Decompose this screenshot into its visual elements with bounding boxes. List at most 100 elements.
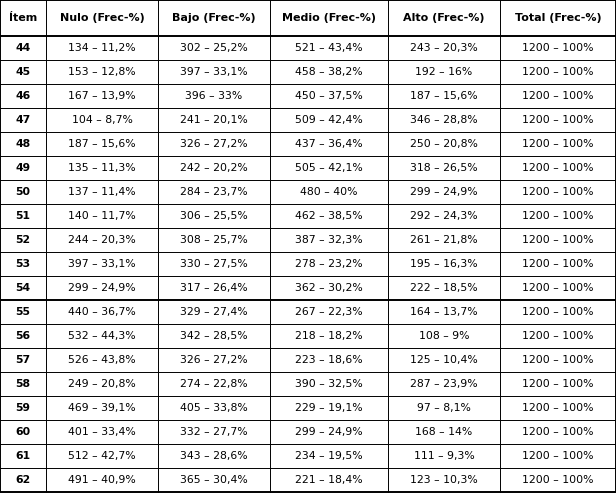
Text: 469 – 39,1%: 469 – 39,1% <box>68 403 136 413</box>
Text: 125 – 10,4%: 125 – 10,4% <box>410 355 478 365</box>
Text: 401 – 33,4%: 401 – 33,4% <box>68 427 136 437</box>
Text: 396 – 33%: 396 – 33% <box>185 91 243 101</box>
Text: 47: 47 <box>15 115 31 125</box>
Text: 480 – 40%: 480 – 40% <box>300 187 358 197</box>
Text: 450 – 37,5%: 450 – 37,5% <box>295 91 363 101</box>
Text: 1200 – 100%: 1200 – 100% <box>522 379 594 389</box>
Text: 45: 45 <box>15 67 31 77</box>
Text: 397 – 33,1%: 397 – 33,1% <box>180 67 248 77</box>
Text: 218 – 18,2%: 218 – 18,2% <box>295 331 363 341</box>
Text: 187 – 15,6%: 187 – 15,6% <box>68 139 136 149</box>
Text: 137 – 11,4%: 137 – 11,4% <box>68 187 136 197</box>
Text: 299 – 24,9%: 299 – 24,9% <box>295 427 363 437</box>
Text: 306 – 25,5%: 306 – 25,5% <box>180 211 248 221</box>
Text: 135 – 11,3%: 135 – 11,3% <box>68 163 136 173</box>
Text: 51: 51 <box>15 211 31 221</box>
Text: 326 – 27,2%: 326 – 27,2% <box>180 355 248 365</box>
Text: Medio (Frec-%): Medio (Frec-%) <box>282 13 376 23</box>
Text: 437 – 36,4%: 437 – 36,4% <box>295 139 363 149</box>
Text: 343 – 28,6%: 343 – 28,6% <box>180 451 248 461</box>
Text: 365 – 30,4%: 365 – 30,4% <box>180 475 248 485</box>
Text: 509 – 42,4%: 509 – 42,4% <box>295 115 363 125</box>
Text: 329 – 27,4%: 329 – 27,4% <box>180 307 248 317</box>
Text: 168 – 14%: 168 – 14% <box>415 427 472 437</box>
Text: 1200 – 100%: 1200 – 100% <box>522 259 594 269</box>
Text: 274 – 22,8%: 274 – 22,8% <box>180 379 248 389</box>
Text: 342 – 28,5%: 342 – 28,5% <box>180 331 248 341</box>
Text: 526 – 43,8%: 526 – 43,8% <box>68 355 136 365</box>
Text: 108 – 9%: 108 – 9% <box>419 331 469 341</box>
Text: 405 – 33,8%: 405 – 33,8% <box>180 403 248 413</box>
Text: 221 – 18,4%: 221 – 18,4% <box>295 475 363 485</box>
Text: 317 – 26,4%: 317 – 26,4% <box>180 283 248 293</box>
Text: 505 – 42,1%: 505 – 42,1% <box>295 163 363 173</box>
Text: 287 – 23,9%: 287 – 23,9% <box>410 379 478 389</box>
Text: 302 – 25,2%: 302 – 25,2% <box>180 43 248 53</box>
Text: 243 – 20,3%: 243 – 20,3% <box>410 43 478 53</box>
Text: 164 – 13,7%: 164 – 13,7% <box>410 307 478 317</box>
Text: 54: 54 <box>15 283 31 293</box>
Text: 134 – 11,2%: 134 – 11,2% <box>68 43 136 53</box>
Text: 50: 50 <box>15 187 31 197</box>
Text: 104 – 8,7%: 104 – 8,7% <box>71 115 132 125</box>
Text: 1200 – 100%: 1200 – 100% <box>522 43 594 53</box>
Text: 390 – 32,5%: 390 – 32,5% <box>295 379 363 389</box>
Text: 1200 – 100%: 1200 – 100% <box>522 283 594 293</box>
Text: 59: 59 <box>15 403 31 413</box>
Text: 267 – 22,3%: 267 – 22,3% <box>295 307 363 317</box>
Text: Ítem: Ítem <box>9 13 37 23</box>
Text: 397 – 33,1%: 397 – 33,1% <box>68 259 136 269</box>
Text: Alto (Frec-%): Alto (Frec-%) <box>403 13 485 23</box>
Text: 1200 – 100%: 1200 – 100% <box>522 451 594 461</box>
Text: 278 – 23,2%: 278 – 23,2% <box>295 259 363 269</box>
Text: 299 – 24,9%: 299 – 24,9% <box>410 187 478 197</box>
Text: 57: 57 <box>15 355 31 365</box>
Text: 332 – 27,7%: 332 – 27,7% <box>180 427 248 437</box>
Text: 1200 – 100%: 1200 – 100% <box>522 307 594 317</box>
Text: 1200 – 100%: 1200 – 100% <box>522 475 594 485</box>
Text: 195 – 16,3%: 195 – 16,3% <box>410 259 478 269</box>
Text: 46: 46 <box>15 91 31 101</box>
Text: 55: 55 <box>15 307 31 317</box>
Text: 308 – 25,7%: 308 – 25,7% <box>180 235 248 245</box>
Text: 242 – 20,2%: 242 – 20,2% <box>180 163 248 173</box>
Text: 491 – 40,9%: 491 – 40,9% <box>68 475 136 485</box>
Text: 318 – 26,5%: 318 – 26,5% <box>410 163 478 173</box>
Text: 241 – 20,1%: 241 – 20,1% <box>180 115 248 125</box>
Text: 49: 49 <box>15 163 31 173</box>
Text: 362 – 30,2%: 362 – 30,2% <box>295 283 363 293</box>
Text: 56: 56 <box>15 331 31 341</box>
Text: 249 – 20,8%: 249 – 20,8% <box>68 379 136 389</box>
Text: 223 – 18,6%: 223 – 18,6% <box>295 355 363 365</box>
Text: 52: 52 <box>15 235 31 245</box>
Text: 167 – 13,9%: 167 – 13,9% <box>68 91 136 101</box>
Text: 97 – 8,1%: 97 – 8,1% <box>417 403 471 413</box>
Text: 1200 – 100%: 1200 – 100% <box>522 235 594 245</box>
Text: 1200 – 100%: 1200 – 100% <box>522 163 594 173</box>
Text: 284 – 23,7%: 284 – 23,7% <box>180 187 248 197</box>
Text: 234 – 19,5%: 234 – 19,5% <box>295 451 363 461</box>
Text: 60: 60 <box>15 427 31 437</box>
Text: Total (Frec-%): Total (Frec-%) <box>515 13 601 23</box>
Text: Bajo (Frec-%): Bajo (Frec-%) <box>172 13 256 23</box>
Text: 229 – 19,1%: 229 – 19,1% <box>295 403 363 413</box>
Text: 521 – 43,4%: 521 – 43,4% <box>295 43 363 53</box>
Text: 53: 53 <box>15 259 31 269</box>
Text: 1200 – 100%: 1200 – 100% <box>522 403 594 413</box>
Text: 462 – 38,5%: 462 – 38,5% <box>295 211 363 221</box>
Text: 330 – 27,5%: 330 – 27,5% <box>180 259 248 269</box>
Text: 61: 61 <box>15 451 31 461</box>
Text: 292 – 24,3%: 292 – 24,3% <box>410 211 478 221</box>
Text: 1200 – 100%: 1200 – 100% <box>522 91 594 101</box>
Text: 1200 – 100%: 1200 – 100% <box>522 211 594 221</box>
Text: 1200 – 100%: 1200 – 100% <box>522 355 594 365</box>
Text: 250 – 20,8%: 250 – 20,8% <box>410 139 478 149</box>
Text: 1200 – 100%: 1200 – 100% <box>522 67 594 77</box>
Text: 222 – 18,5%: 222 – 18,5% <box>410 283 478 293</box>
Text: 48: 48 <box>15 139 31 149</box>
Text: 299 – 24,9%: 299 – 24,9% <box>68 283 136 293</box>
Text: 512 – 42,7%: 512 – 42,7% <box>68 451 136 461</box>
Text: Nulo (Frec-%): Nulo (Frec-%) <box>60 13 144 23</box>
Text: 62: 62 <box>15 475 31 485</box>
Text: 532 – 44,3%: 532 – 44,3% <box>68 331 136 341</box>
